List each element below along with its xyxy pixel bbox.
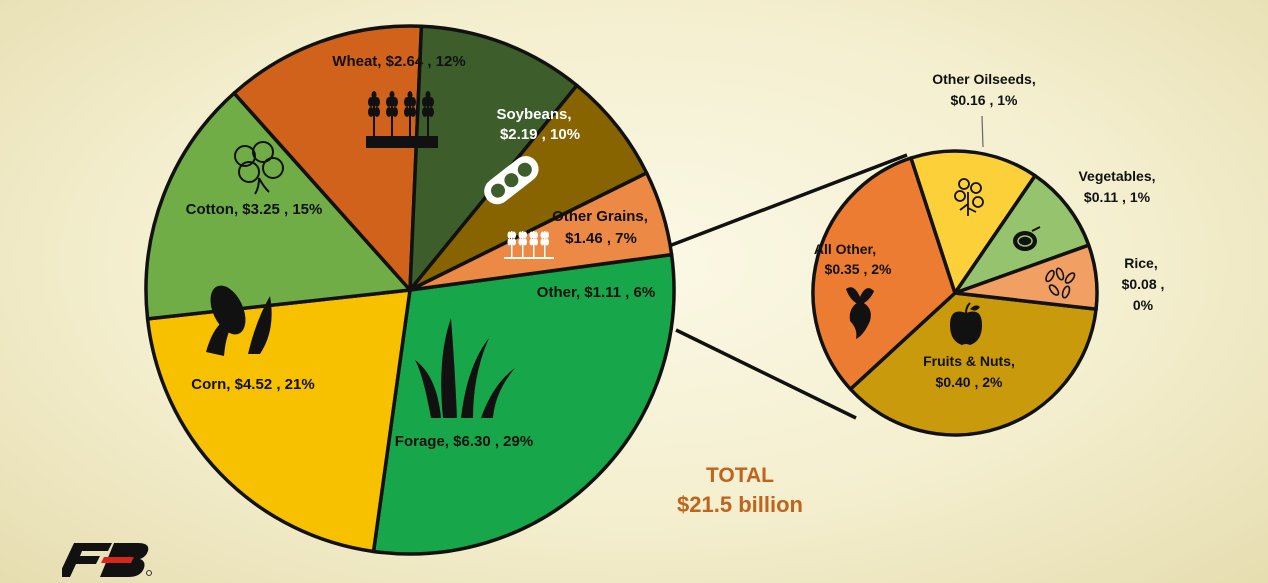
connector-line-top — [668, 153, 908, 248]
connector-line-bottom — [675, 328, 857, 420]
slice-label-other-grains-value: $1.46 , 7% — [565, 230, 637, 247]
pie-slice-rice — [953, 243, 1099, 311]
slice-label-rice-name: Rice, — [1124, 255, 1157, 271]
total-value: $21.5 billion — [677, 492, 803, 517]
grains-icon — [504, 231, 554, 259]
slice-label-fruits-nuts-value: $0.40 , 2% — [936, 374, 1003, 390]
slice-label-other-oilseeds-name: Other Oilseeds, — [932, 71, 1035, 87]
main-pie — [144, 24, 676, 556]
slice-label-corn: Corn, $4.52 , 21% — [191, 376, 314, 393]
grass-icon — [415, 318, 515, 418]
pie-slice-cotton — [144, 91, 412, 321]
slice-label-all-other-name: All Other, — [814, 241, 876, 257]
total-title: TOTAL — [705, 464, 775, 487]
slice-label-other: Other, $1.11 , 6% — [537, 284, 655, 301]
slice-label-soybeans-name: Soybeans, — [496, 106, 571, 123]
pie-slice-other-grains — [408, 83, 649, 292]
slice-label-all-other-value: $0.35 , 2% — [825, 261, 892, 277]
pie-slice-other-oilseeds — [909, 149, 1037, 295]
pie-slice-fruits-nuts — [848, 291, 1098, 437]
slice-label-cotton: Cotton, $3.25 , 15% — [186, 201, 323, 218]
slice-label-soybeans-value: $2.19 , 10% — [500, 126, 580, 143]
soybean-icon — [484, 156, 539, 205]
slice-label-vegetables-name: Vegetables, — [1078, 168, 1155, 184]
slice-label-wheat: Wheat, $2.64 , 12% — [332, 53, 465, 70]
slice-label-rice-percent: 0% — [1133, 297, 1154, 313]
leader-line-other-oilseeds — [981, 115, 984, 148]
farm-bureau-logo-icon — [62, 543, 152, 577]
flower-icon — [954, 178, 984, 216]
pie-slice-all-other — [811, 156, 957, 391]
slice-label-vegetables-value: $0.11 , 1% — [1084, 189, 1151, 205]
slice-label-other-oilseeds-value: $0.16 , 1% — [951, 92, 1018, 108]
beet-icon — [846, 287, 874, 339]
pie-slice-corn — [145, 288, 412, 554]
rice-icon — [1045, 267, 1076, 299]
onion-icon — [1013, 226, 1041, 251]
slice-label-rice-amount: $0.08 , — [1122, 276, 1165, 292]
cotton-icon — [234, 141, 284, 195]
pie-slice-soybeans — [408, 24, 579, 292]
slice-label-fruits-nuts-name: Fruits & Nuts, — [923, 353, 1015, 369]
pie-slice-other — [408, 171, 674, 292]
corn-icon — [206, 285, 272, 356]
apple-icon — [950, 302, 982, 345]
wheat-icon — [366, 91, 438, 148]
total-summary: TOTAL $21.5 billion — [640, 462, 840, 520]
slice-label-forage: Forage, $6.30 , 29% — [395, 433, 533, 450]
slice-label-other-grains-name: Other Grains, — [552, 208, 648, 225]
